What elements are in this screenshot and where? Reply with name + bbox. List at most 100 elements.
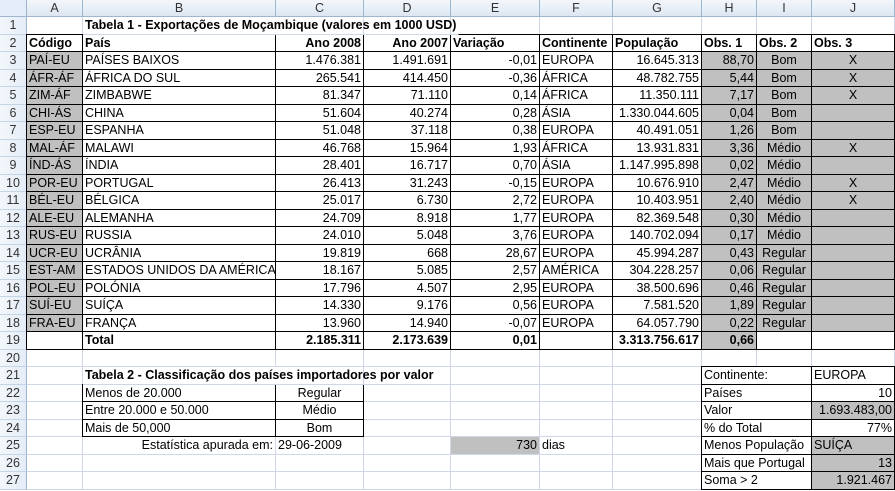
data-cell-D5[interactable]: 71.110: [363, 86, 451, 105]
row-header-16[interactable]: 16: [0, 279, 27, 297]
cell-F24[interactable]: [540, 419, 613, 437]
row-header-5[interactable]: 5: [0, 87, 27, 105]
summary-value[interactable]: 1.693.483,00: [811, 401, 895, 420]
data-cell-I15[interactable]: Regular: [756, 261, 812, 280]
data-cell-C10[interactable]: 26.413: [275, 173, 364, 192]
data-cell-C5[interactable]: 81.347: [275, 86, 364, 105]
cell-D22[interactable]: [364, 384, 451, 402]
table2-class[interactable]: Regular: [275, 383, 364, 402]
column-header-G[interactable]: G: [613, 0, 702, 17]
data-cell-A9[interactable]: ÍND-ÁS: [26, 156, 83, 175]
data-cell-C3[interactable]: 1.476.381: [275, 51, 364, 70]
data-cell-G11[interactable]: 10.403.951: [612, 191, 702, 210]
cell-F26[interactable]: [540, 454, 613, 472]
data-cell-E3[interactable]: -0,01: [450, 51, 540, 70]
stat-date[interactable]: 29-06-2009: [276, 437, 364, 455]
data-cell-J5[interactable]: X: [811, 86, 895, 105]
data-cell-H3[interactable]: 88,70: [701, 51, 757, 70]
data-cell-I14[interactable]: Regular: [756, 243, 812, 262]
data-cell-B13[interactable]: RUSSIA: [82, 226, 276, 245]
cell-D26[interactable]: [364, 454, 451, 472]
data-cell-J3[interactable]: X: [811, 51, 895, 70]
data-cell-F8[interactable]: ÁFRICA: [539, 138, 613, 157]
total-cell-F[interactable]: [539, 331, 613, 350]
data-cell-E6[interactable]: 0,28: [450, 103, 540, 122]
days-value[interactable]: 730: [451, 437, 540, 455]
data-cell-J7[interactable]: [811, 121, 895, 140]
data-cell-H6[interactable]: 0,04: [701, 103, 757, 122]
data-cell-B9[interactable]: ÍNDIA: [82, 156, 276, 175]
data-cell-H15[interactable]: 0,06: [701, 261, 757, 280]
cell-B27[interactable]: [83, 472, 276, 490]
data-cell-B6[interactable]: CHINA: [82, 103, 276, 122]
row-header-9[interactable]: 9: [0, 157, 27, 175]
data-cell-C11[interactable]: 25.017: [275, 191, 364, 210]
cell-E22[interactable]: [451, 384, 540, 402]
data-cell-D6[interactable]: 40.274: [363, 103, 451, 122]
cell-G23[interactable]: [613, 402, 702, 420]
data-cell-I13[interactable]: Médio: [756, 226, 812, 245]
row-header-19[interactable]: 19: [0, 332, 27, 350]
data-cell-I18[interactable]: Regular: [756, 313, 812, 332]
row-header-8[interactable]: 8: [0, 139, 27, 157]
summary-label[interactable]: % do Total: [701, 418, 812, 437]
row-header-3[interactable]: 3: [0, 52, 27, 70]
data-cell-C18[interactable]: 13.960: [275, 313, 364, 332]
data-cell-A7[interactable]: ESP-EU: [26, 121, 83, 140]
data-cell-A13[interactable]: RUS-EU: [26, 226, 83, 245]
cell-G24[interactable]: [613, 419, 702, 437]
data-cell-E13[interactable]: 3,76: [450, 226, 540, 245]
summary-label[interactable]: Mais que Portugal: [701, 453, 812, 472]
data-cell-H13[interactable]: 0,17: [701, 226, 757, 245]
cell-E27[interactable]: [451, 472, 540, 490]
row-header-21[interactable]: 21: [0, 367, 27, 385]
table2-class[interactable]: Bom: [275, 418, 364, 437]
row-header-4[interactable]: 4: [0, 69, 27, 87]
data-cell-D11[interactable]: 6.730: [363, 191, 451, 210]
column-heading[interactable]: Ano 2007: [363, 33, 451, 52]
row-header-22[interactable]: 22: [0, 384, 27, 402]
data-cell-G4[interactable]: 48.782.755: [612, 68, 702, 87]
data-cell-H14[interactable]: 0,43: [701, 243, 757, 262]
data-cell-E5[interactable]: 0,14: [450, 86, 540, 105]
column-heading[interactable]: Obs. 3: [811, 33, 895, 52]
row-header-2[interactable]: 2: [0, 34, 27, 52]
table1-title[interactable]: Tabela 1 - Exportações de Moçambique (va…: [83, 17, 460, 35]
row-header-23[interactable]: 23: [0, 402, 27, 420]
data-cell-F4[interactable]: ÁFRICA: [539, 68, 613, 87]
data-cell-E7[interactable]: 0,38: [450, 121, 540, 140]
data-cell-I16[interactable]: Regular: [756, 278, 812, 297]
data-cell-J11[interactable]: X: [811, 191, 895, 210]
data-cell-E4[interactable]: -0,36: [450, 68, 540, 87]
cell-G22[interactable]: [613, 384, 702, 402]
data-cell-G17[interactable]: 7.581.520: [612, 296, 702, 315]
cell-G21[interactable]: [613, 367, 702, 385]
cell-A22[interactable]: [27, 384, 83, 402]
cell-E20[interactable]: [451, 349, 540, 367]
data-cell-B4[interactable]: ÁFRICA DO SUL: [82, 68, 276, 87]
data-cell-B18[interactable]: FRANÇA: [82, 313, 276, 332]
data-cell-A16[interactable]: POL-EU: [26, 278, 83, 297]
cell-E24[interactable]: [451, 419, 540, 437]
cell-E1[interactable]: [451, 17, 540, 35]
data-cell-E12[interactable]: 1,77: [450, 208, 540, 227]
data-cell-I17[interactable]: Regular: [756, 296, 812, 315]
cell-I20[interactable]: [757, 349, 812, 367]
data-cell-J4[interactable]: X: [811, 68, 895, 87]
data-cell-H8[interactable]: 3,36: [701, 138, 757, 157]
data-cell-I12[interactable]: Médio: [756, 208, 812, 227]
data-cell-F5[interactable]: ÁFRICA: [539, 86, 613, 105]
data-cell-H17[interactable]: 1,89: [701, 296, 757, 315]
data-cell-C13[interactable]: 24.010: [275, 226, 364, 245]
row-header-20[interactable]: 20: [0, 349, 27, 367]
row-header-14[interactable]: 14: [0, 244, 27, 262]
data-cell-J6[interactable]: [811, 103, 895, 122]
cell-J20[interactable]: [812, 349, 895, 367]
cell-E26[interactable]: [451, 454, 540, 472]
cell-F20[interactable]: [540, 349, 613, 367]
row-header-6[interactable]: 6: [0, 104, 27, 122]
cell-J1[interactable]: [812, 17, 895, 35]
row-header-15[interactable]: 15: [0, 262, 27, 280]
cell-I1[interactable]: [757, 17, 812, 35]
data-cell-H11[interactable]: 2,40: [701, 191, 757, 210]
